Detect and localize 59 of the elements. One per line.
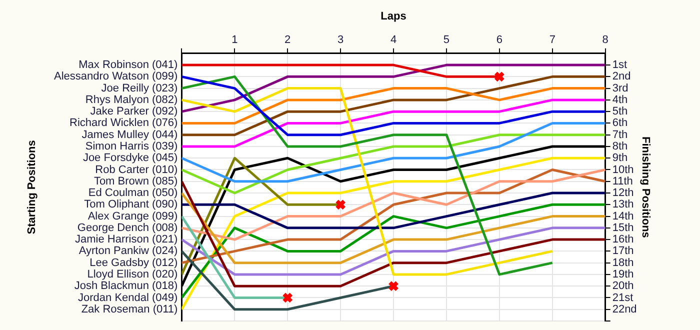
point — [388, 280, 400, 292]
y-tick-label: 21st — [612, 292, 634, 304]
x-tick-label: 8 — [602, 34, 608, 46]
series-label: James Mulley (044) — [82, 128, 178, 141]
y-tick-label: 2nd — [612, 70, 631, 83]
y-tick-label: 10th — [612, 164, 634, 176]
series-label: Rhys Malyon (082) — [85, 94, 178, 106]
series-label: Joe Reilly (023) — [101, 82, 178, 94]
y-tick-label: 1st — [612, 59, 628, 72]
y-tick-label: 20th — [612, 280, 634, 292]
y-tick-label: 8th — [612, 140, 628, 153]
y-tick-label: 7th — [612, 128, 628, 141]
x-tick-label: 2 — [284, 34, 291, 46]
series-label: Ayrton Pankiw (024) — [78, 245, 178, 258]
y-tick-label: 9th — [612, 152, 628, 164]
y-tick-label: 3rd — [612, 82, 628, 94]
x-tick-label: 4 — [390, 34, 397, 46]
point — [335, 199, 346, 210]
series-label: Richard Wicklen (076) — [70, 117, 178, 130]
series-label: Lee Gadsby (012) — [90, 256, 178, 269]
series-label: Simon Harris (039) — [85, 140, 178, 153]
point — [282, 292, 294, 304]
series-label: Josh Blackmun (018) — [74, 280, 178, 292]
point — [494, 71, 505, 82]
series-label: George Dench (008) — [77, 222, 178, 234]
x-tick-label: 7 — [549, 34, 556, 46]
x-axis-title: Laps — [380, 10, 406, 23]
series-label: Alex Grange (099) — [88, 210, 178, 222]
x-tick-label: 6 — [496, 34, 502, 46]
series-label: Jordan Kendal (049) — [78, 292, 178, 304]
y2-axis-title: Finishing Positions — [639, 136, 652, 238]
y-tick-label: 6th — [612, 117, 628, 130]
y-tick-label: 12th — [612, 187, 634, 200]
text: Starting Positions — [26, 140, 38, 234]
y-tick-label: 16th — [612, 234, 634, 246]
series-label: Max Robinson (041) — [78, 59, 178, 72]
series-label: Jamie Harrison (021) — [75, 234, 178, 246]
y-tick-label: 13th — [612, 198, 634, 211]
series-label: Zak Roseman (011) — [81, 303, 178, 316]
y-tick-label: 11th — [612, 175, 633, 188]
series-label: Jake Parker (092) — [90, 106, 178, 118]
y-tick-label: 5th — [612, 106, 628, 118]
y-tick-label: 18th — [612, 256, 634, 269]
series-label: Ed Coulman (050) — [88, 187, 178, 200]
series-label: Rob Carter (010) — [95, 164, 178, 176]
series-label: Alessandro Watson (099) — [54, 70, 178, 83]
series-label: Tom Brown (085) — [94, 175, 178, 188]
y-tick-label: 4th — [612, 94, 628, 106]
y-tick-label: 14th — [612, 210, 634, 222]
y-tick-label: 17th — [612, 245, 634, 258]
x-tick-label: 5 — [443, 34, 450, 46]
series-label: Lloyd Ellison (020) — [87, 268, 178, 280]
series-label: Tom Oliphant (090) — [84, 198, 178, 211]
y-tick-label: 15th — [612, 222, 634, 234]
series-label: Joe Forsdyke (045) — [82, 152, 178, 164]
x-tick-label: 3 — [338, 34, 344, 46]
y-tick-label: 22nd — [612, 303, 637, 316]
x-tick-label: 1 — [232, 34, 238, 46]
y-tick-label: 19th — [612, 268, 634, 280]
